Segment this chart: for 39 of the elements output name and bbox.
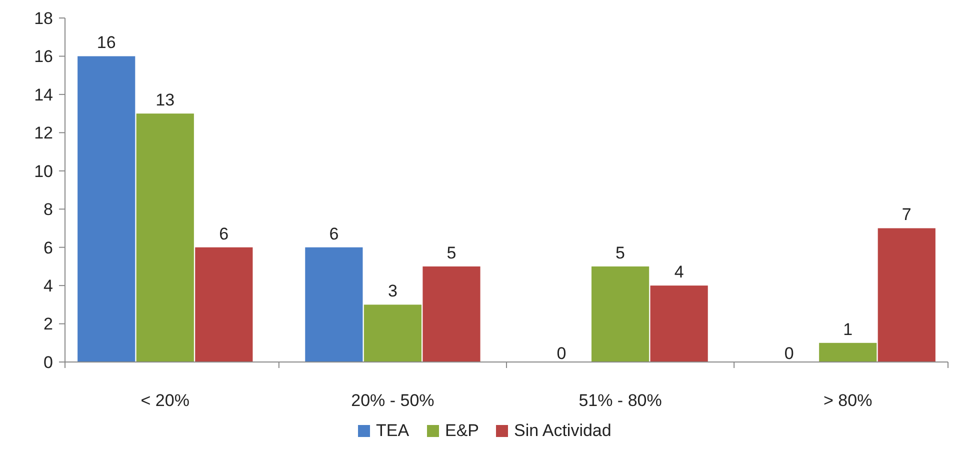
bar: [819, 342, 877, 362]
bar: [422, 266, 480, 362]
y-tick-label: 12: [34, 124, 53, 143]
data-label: 7: [902, 205, 912, 224]
bar: [195, 247, 253, 362]
data-label: 3: [388, 282, 398, 301]
bar: [78, 56, 136, 362]
y-tick-label: 16: [34, 47, 53, 66]
data-label: 5: [446, 243, 456, 262]
bar: [305, 247, 363, 362]
x-tick-label: 20% - 50%: [351, 391, 434, 410]
data-label: 16: [96, 33, 116, 52]
data-label: 1: [843, 320, 853, 339]
x-tick-label: > 80%: [824, 391, 872, 410]
bar: [650, 286, 708, 362]
y-tick-label: 6: [44, 238, 53, 258]
data-label: 6: [219, 224, 229, 244]
legend-label: E&P: [445, 421, 480, 440]
bar: [136, 114, 194, 362]
y-tick-label: 4: [44, 276, 53, 296]
x-tick-label: 51% - 80%: [578, 391, 662, 410]
legend-label: TEA: [376, 421, 410, 440]
y-tick-label: 14: [34, 85, 53, 104]
legend-label: Sin Actividad: [514, 421, 612, 440]
bar: [878, 228, 936, 362]
data-label: 5: [616, 243, 626, 262]
bar: [591, 266, 650, 362]
y-tick-label: 10: [34, 162, 53, 181]
y-tick-label: 2: [44, 314, 53, 334]
bar: [364, 304, 422, 362]
x-tick-label: < 20%: [140, 391, 190, 410]
y-tick-label: 18: [34, 8, 53, 28]
data-label: 4: [674, 262, 684, 282]
data-label: 6: [329, 224, 339, 244]
data-label: 13: [156, 90, 175, 110]
y-tick-label: 0: [44, 352, 53, 372]
data-label: 0: [556, 344, 566, 363]
data-label: 0: [784, 344, 794, 363]
y-tick-label: 8: [44, 200, 53, 220]
